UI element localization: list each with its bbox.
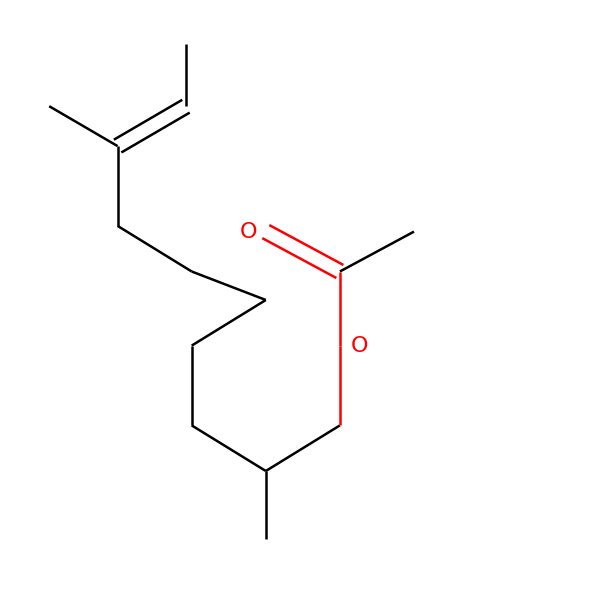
Text: O: O xyxy=(240,221,257,242)
Text: O: O xyxy=(351,335,368,356)
